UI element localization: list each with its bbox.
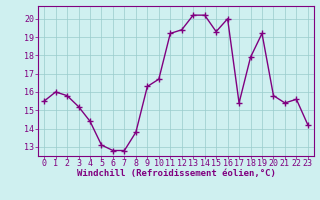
- X-axis label: Windchill (Refroidissement éolien,°C): Windchill (Refroidissement éolien,°C): [76, 169, 276, 178]
